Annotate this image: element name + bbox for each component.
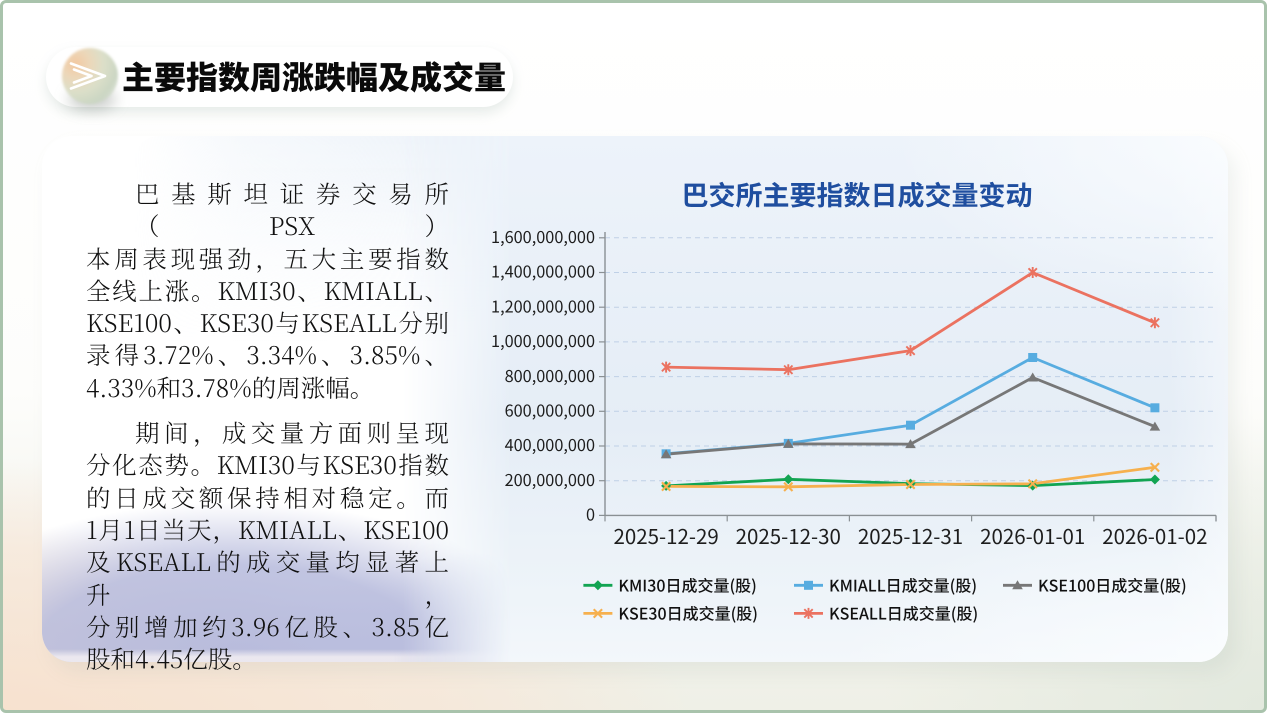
- svg-text:2025-12-30: 2025-12-30: [736, 520, 841, 550]
- svg-text:KSEALL日成交量(股): KSEALL日成交量(股): [829, 600, 978, 624]
- svg-text:2025-12-29: 2025-12-29: [613, 520, 718, 550]
- svg-text:200,000,000: 200,000,000: [505, 467, 595, 491]
- svg-text:0: 0: [586, 502, 595, 526]
- svg-text:1,600,000,000: 1,600,000,000: [491, 224, 595, 248]
- svg-text:KSE30日成交量(股): KSE30日成交量(股): [618, 600, 758, 624]
- svg-text:1,400,000,000: 1,400,000,000: [491, 259, 595, 283]
- svg-text:800,000,000: 800,000,000: [505, 363, 595, 387]
- svg-text:400,000,000: 400,000,000: [505, 432, 595, 456]
- svg-text:600,000,000: 600,000,000: [505, 398, 595, 422]
- svg-text:2026-01-02: 2026-01-02: [1102, 520, 1207, 550]
- svg-text:1,200,000,000: 1,200,000,000: [491, 293, 595, 317]
- svg-text:KSE100日成交量(股): KSE100日成交量(股): [1038, 572, 1187, 596]
- svg-text:2025-12-31: 2025-12-31: [858, 520, 963, 550]
- svg-text:2026-01-01: 2026-01-01: [980, 520, 1085, 550]
- svg-text:1,000,000,000: 1,000,000,000: [491, 328, 595, 352]
- svg-text:巴交所主要指数日成交量变动: 巴交所主要指数日成交量变动: [682, 174, 1033, 213]
- svg-text:KMI30日成交量(股): KMI30日成交量(股): [618, 572, 756, 596]
- svg-text:KMIALL日成交量(股): KMIALL日成交量(股): [829, 572, 977, 596]
